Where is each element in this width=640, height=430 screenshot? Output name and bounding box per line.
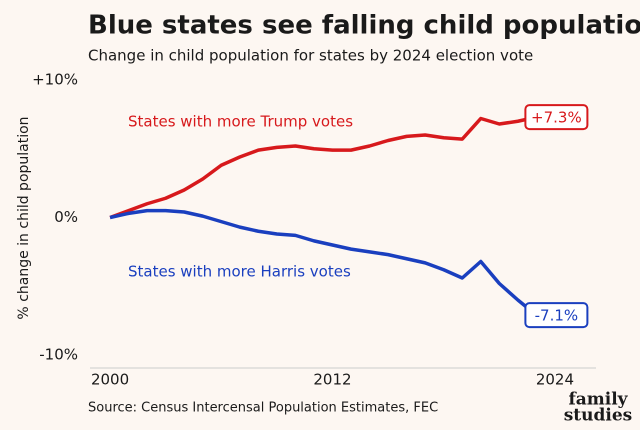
y-axis-label: % change in child population (16, 116, 32, 319)
value-label: -7.1% (535, 307, 579, 325)
chart-subtitle: Change in child population for states by… (88, 47, 533, 65)
y-tick-label: -10% (39, 346, 78, 364)
value-label-box (524, 104, 589, 131)
y-tick-label: 0% (54, 208, 78, 226)
chart-title: Blue states see falling child population (88, 11, 640, 41)
line (109, 115, 537, 220)
line (109, 208, 538, 317)
logo: studies (564, 406, 633, 426)
series-annotation: States with more Harris votes (128, 263, 351, 281)
logo: family (568, 390, 628, 410)
x-tick-label: 2000 (91, 371, 129, 389)
source: Source: Census Intercensal Population Es… (88, 401, 438, 416)
series-annotation: States with more Trump votes (128, 113, 353, 131)
value-label-box (524, 302, 589, 329)
value-label: +7.3% (531, 109, 582, 127)
y-tick-label: +10% (32, 71, 78, 89)
x-tick-label: 2024 (536, 371, 574, 389)
x-tick-label: 2012 (313, 371, 351, 389)
